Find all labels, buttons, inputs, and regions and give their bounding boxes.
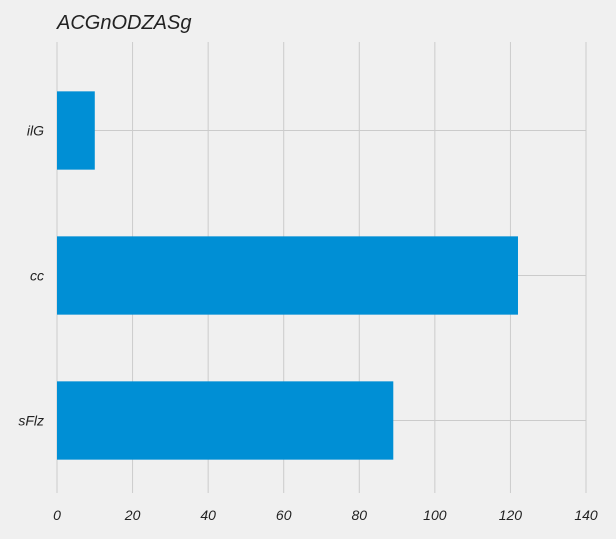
y-tick-label-0: sFlz — [18, 413, 44, 429]
bar-sFlz — [57, 381, 394, 460]
bars — [57, 91, 518, 460]
x-tick-label-1: 20 — [124, 507, 141, 523]
y-tick-label-2: ilG — [27, 123, 44, 139]
y-tick-label-1: cc — [30, 268, 44, 284]
tick-labels: 0 20 40 60 80 100 120 140 sFlz cc ilG — [18, 123, 598, 524]
x-tick-label-4: 80 — [351, 507, 367, 523]
x-tick-label-7: 140 — [574, 507, 598, 523]
x-tick-label-2: 40 — [200, 507, 216, 523]
bar-cc — [57, 236, 518, 315]
chart-title: ACGnODZASg — [57, 12, 192, 34]
x-tick-label-0: 0 — [53, 507, 61, 523]
x-tick-label-5: 100 — [423, 507, 447, 523]
bar-ilG — [57, 91, 95, 170]
x-tick-label-6: 120 — [499, 507, 523, 523]
x-tick-label-3: 60 — [276, 507, 292, 523]
